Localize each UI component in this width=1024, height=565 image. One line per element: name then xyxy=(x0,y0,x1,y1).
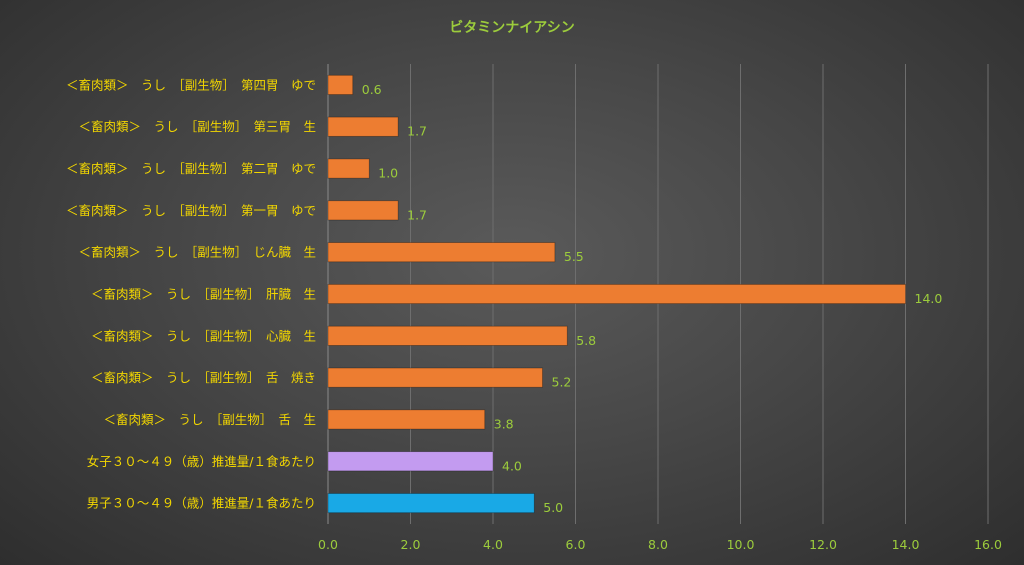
bar xyxy=(327,493,535,514)
x-tick-label: 2.0 xyxy=(401,537,421,552)
data-label: 5.8 xyxy=(576,333,596,348)
category-label: ＜畜肉類＞ うし ［副生物］ 第三胃 生 xyxy=(78,119,316,134)
x-tick-label: 16.0 xyxy=(974,537,1002,552)
data-label: 5.5 xyxy=(564,249,584,264)
bar xyxy=(327,74,354,95)
category-label: ＜畜肉類＞ うし ［副生物］ 舌 焼き xyxy=(91,370,316,385)
category-label: ＜畜肉類＞ うし ［副生物］ 第一胃 ゆで xyxy=(66,203,316,218)
category-label: ＜畜肉類＞ うし ［副生物］ 第二胃 ゆで xyxy=(66,161,316,176)
data-label: 14.0 xyxy=(915,291,943,306)
bar xyxy=(327,409,486,430)
data-label: 5.2 xyxy=(552,375,572,390)
bar xyxy=(327,451,494,472)
bar xyxy=(327,158,370,179)
bar xyxy=(327,325,568,346)
bar xyxy=(327,367,543,388)
x-tick-label: 10.0 xyxy=(727,537,755,552)
bar xyxy=(327,200,399,221)
data-label: 1.0 xyxy=(378,166,398,181)
category-label: ＜畜肉類＞ うし ［副生物］ 肝臓 生 xyxy=(91,287,316,302)
data-label: 1.7 xyxy=(407,207,427,222)
data-label: 0.6 xyxy=(362,82,382,97)
data-label: 3.8 xyxy=(494,416,514,431)
category-label: ＜畜肉類＞ うし ［副生物］ 舌 生 xyxy=(103,412,316,427)
bar xyxy=(327,242,556,263)
data-label: 5.0 xyxy=(543,500,563,515)
category-label: ＜畜肉類＞ うし ［副生物］ 心臓 生 xyxy=(91,328,316,343)
x-tick-label: 14.0 xyxy=(892,537,920,552)
bar xyxy=(327,116,399,137)
category-label: ＜畜肉類＞ うし ［副生物］ 第四胃 ゆで xyxy=(66,77,316,92)
x-tick-label: 6.0 xyxy=(566,537,586,552)
data-label: 1.7 xyxy=(407,124,427,139)
x-tick-label: 8.0 xyxy=(648,537,668,552)
category-label: ＜畜肉類＞ うし ［副生物］ じん臓 生 xyxy=(78,245,316,260)
category-label: 男子３０～４９（歳）推進量/１食あたり xyxy=(87,496,316,511)
bar xyxy=(327,283,906,305)
x-tick-label: 12.0 xyxy=(809,537,837,552)
data-label: 4.0 xyxy=(502,458,522,473)
chart-title: ビタミンナイアシン xyxy=(449,20,574,36)
category-label: 女子３０～４９（歳）推進量/１食あたり xyxy=(87,454,316,469)
x-tick-label: 4.0 xyxy=(483,537,503,552)
x-tick-label: 0.0 xyxy=(318,537,338,552)
